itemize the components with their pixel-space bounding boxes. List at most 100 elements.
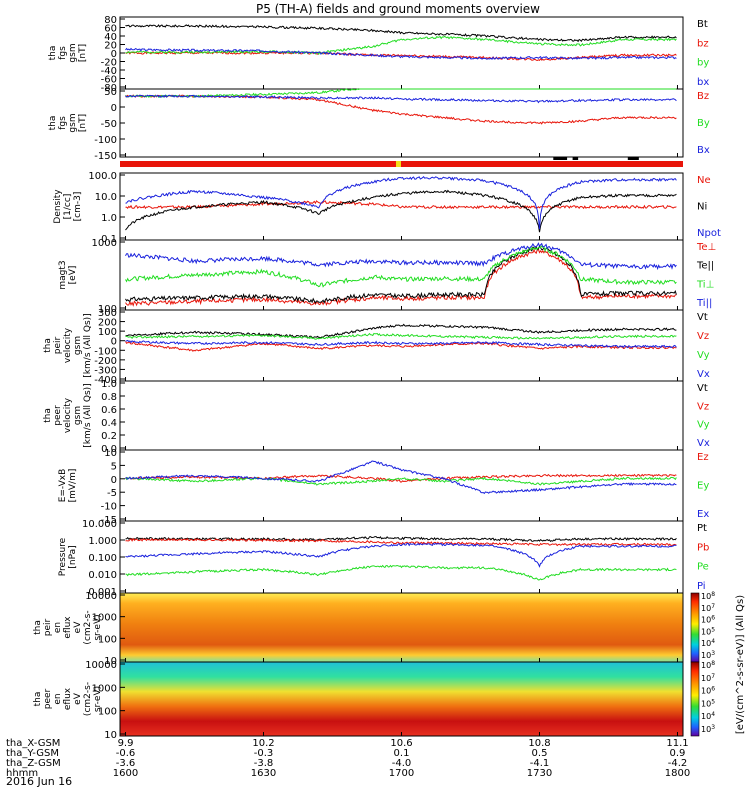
- series-Npot-line: [125, 175, 677, 230]
- legend-Npot: Npot: [697, 228, 721, 239]
- series-Vt-line: [125, 323, 677, 339]
- x-axis-table: tha_X-GSM 9.9 10.2 10.6 10.8 11.1 tha_Y-GSM -0.…: [6, 738, 690, 779]
- legend-Pb: Pb: [697, 542, 709, 553]
- ytick-label: -20: [101, 58, 117, 69]
- series-Ni-line: [125, 189, 677, 233]
- series-Pb-line: [125, 537, 677, 547]
- ytick-label: -5: [107, 488, 117, 499]
- colorbar-tick: 106: [701, 686, 715, 696]
- ytick-label: 5: [111, 461, 117, 472]
- panel-frame: [119, 520, 684, 594]
- ytick-label: 0.001: [88, 587, 117, 598]
- ytick-label: 1.0: [101, 213, 117, 224]
- ytick-label: 10.0: [95, 192, 117, 203]
- ylabel: thafgsgsm[nT]: [48, 113, 88, 132]
- legend-Ti||: Ti||: [696, 298, 712, 309]
- ytick-label: 0: [111, 103, 117, 114]
- status-marker: [553, 157, 568, 160]
- xaxis-row-label: tha_Z-GSM: [6, 758, 61, 769]
- status-marker: [572, 157, 579, 160]
- legend-Pi: Pi: [697, 581, 706, 592]
- panel-peer_spectrogram: 10000 1000 100 10 thapeerenefluxeV(cm2-s-sr-…: [33, 660, 684, 741]
- xaxis-value: 1700: [389, 768, 414, 779]
- ytick-label: 100: [98, 304, 117, 315]
- ytick-label: -200: [94, 356, 117, 367]
- colorbar-tick: 105: [701, 698, 715, 708]
- status-marker: [627, 157, 639, 160]
- ylabel: thapeirvelocitygsm[km/s (All Qs)]: [43, 313, 93, 377]
- series-Bz-line: [125, 94, 677, 125]
- ylabel: magt3[eV]: [58, 260, 78, 289]
- legend-Bt: Bt: [697, 19, 708, 30]
- legend-Vx: Vx: [697, 438, 710, 449]
- ytick-label: 200: [98, 318, 117, 329]
- ytick-label: 0.8: [101, 392, 117, 403]
- xaxis-value: 1730: [527, 768, 552, 779]
- ytick-label: 20: [104, 41, 117, 52]
- xaxis-row-label: tha_Y-GSM: [6, 748, 59, 759]
- xaxis-row-label: tha_X-GSM: [6, 738, 60, 749]
- series-Ey-line: [125, 476, 677, 486]
- xaxis-value: 0.1: [394, 748, 410, 759]
- series-Bt-line: [125, 24, 677, 43]
- ytick-label: -400: [94, 375, 117, 386]
- series-Ez-line: [125, 473, 677, 483]
- status-yellow-segment: [395, 161, 401, 167]
- legend-Ex: Ex: [697, 509, 709, 520]
- ytick-label: 50: [104, 87, 117, 98]
- ytick-label: -50: [101, 119, 117, 130]
- ytick-label: 0: [111, 337, 117, 348]
- ytick-label: 0.2: [101, 431, 117, 442]
- ytick-label: 0.010: [88, 570, 117, 581]
- ytick-label: 10: [104, 656, 117, 667]
- colorbar-tick: 108: [701, 591, 715, 601]
- panel-efield: 10 5 0 -5 -10 -15 E=-VxB[mV/m] Ez Ey Ex: [58, 448, 709, 526]
- xaxis-value: 1630: [251, 768, 276, 779]
- panel-frame: [119, 380, 684, 451]
- xaxis-value: -4.0: [392, 758, 412, 769]
- ytick-label: 0.0: [101, 444, 117, 455]
- ytick-label: 100: [98, 634, 117, 645]
- legend-Vx: Vx: [697, 369, 710, 380]
- legend-Pt: Pt: [697, 523, 707, 534]
- xaxis-value: 1800: [665, 768, 690, 779]
- legend-Vt: Vt: [697, 312, 708, 323]
- ytick-label: -10: [101, 502, 117, 513]
- xaxis-value: 1600: [113, 768, 138, 779]
- series-Ti||-line: [125, 242, 677, 271]
- legend-bz: bz: [697, 38, 709, 49]
- series-Vx-line: [125, 339, 677, 349]
- ytick-label: 10000: [85, 660, 117, 671]
- legend-Ti⊥: Ti⊥: [696, 279, 714, 290]
- xaxis-value: -4.1: [530, 758, 550, 769]
- status-bar: [120, 157, 683, 167]
- legend-Bx: Bx: [697, 145, 710, 156]
- ylabel: thapeirenefluxeV(cm2-s-sr-eV): [33, 610, 103, 644]
- legend-Te||: Te||: [696, 261, 714, 272]
- ylabel: thapeerenefluxeV(cm2-s-sr-eV): [33, 682, 103, 716]
- colorbar: [690, 592, 700, 663]
- legend-Pe: Pe: [697, 562, 709, 573]
- colorbar: [690, 661, 700, 737]
- xaxis-value: -4.2: [668, 758, 688, 769]
- legend-bx: bx: [697, 77, 709, 88]
- legend-Vy: Vy: [697, 350, 710, 361]
- ytick-label: 1000: [92, 613, 117, 624]
- series-Te⊥-line: [125, 248, 677, 307]
- legend-Ey: Ey: [697, 481, 709, 492]
- series-Vy-line: [125, 332, 677, 340]
- ytick-label: 10.000: [82, 519, 117, 530]
- ytick-label: 40: [104, 32, 117, 43]
- series-Pt-line: [125, 536, 677, 542]
- series-Pe-line: [125, 564, 677, 581]
- ytick-label: 0: [111, 49, 117, 60]
- ytick-label: 0.6: [101, 405, 117, 416]
- colorbar-tick: 105: [701, 626, 715, 636]
- date-label: 2016 Jun 16: [6, 775, 72, 788]
- legend-Ez: Ez: [697, 452, 709, 463]
- xaxis-value: 10.2: [252, 738, 274, 749]
- ytick-label: 100: [98, 707, 117, 718]
- ylabel: thafgsgsm[nT]: [48, 43, 88, 62]
